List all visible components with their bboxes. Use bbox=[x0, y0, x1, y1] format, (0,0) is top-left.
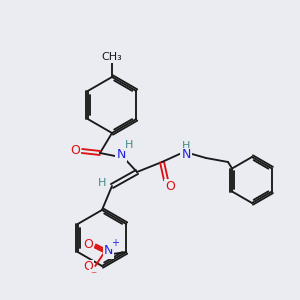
Text: N: N bbox=[116, 148, 126, 160]
Text: +: + bbox=[111, 238, 119, 248]
Text: O: O bbox=[165, 179, 175, 193]
Text: O: O bbox=[70, 145, 80, 158]
Text: H: H bbox=[182, 141, 190, 151]
Text: N: N bbox=[103, 244, 113, 257]
Text: H: H bbox=[98, 178, 106, 188]
Text: H: H bbox=[125, 140, 133, 150]
Text: N: N bbox=[181, 148, 191, 161]
Text: O: O bbox=[83, 238, 93, 251]
Text: ⁻: ⁻ bbox=[90, 269, 96, 283]
Text: CH₃: CH₃ bbox=[102, 52, 122, 62]
Text: O: O bbox=[83, 260, 93, 274]
